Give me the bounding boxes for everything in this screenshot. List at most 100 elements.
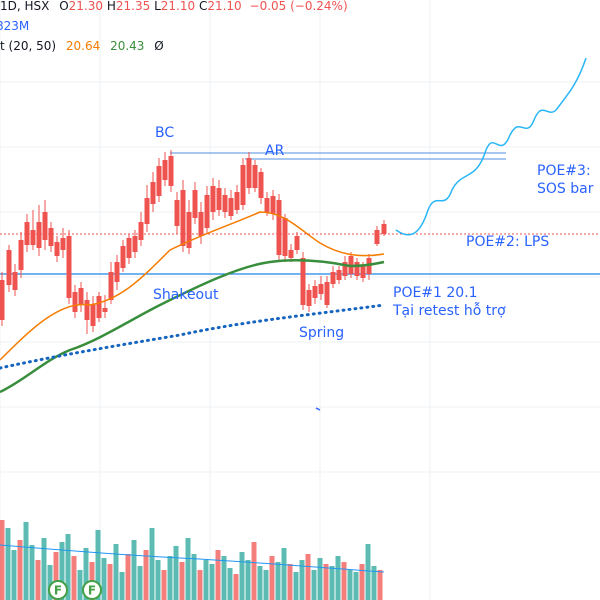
volume-bar xyxy=(107,564,113,600)
volume-bar xyxy=(275,562,281,600)
candle-body xyxy=(210,186,216,212)
volume-bar xyxy=(227,568,233,600)
moving-averages xyxy=(0,211,386,411)
low-label: L xyxy=(154,0,161,13)
annotation-ar[interactable]: AR xyxy=(265,143,285,159)
candle-body xyxy=(18,240,24,270)
annotation-spring[interactable]: Spring xyxy=(299,325,345,341)
change-value: −0.05 (−0.24%) xyxy=(249,0,348,13)
annotation-poe3-line2[interactable]: SOS bar xyxy=(537,181,594,197)
event-marker-label: F xyxy=(54,584,62,598)
candle-body xyxy=(108,272,114,300)
volume-bar xyxy=(101,558,107,600)
candle-body xyxy=(312,286,318,298)
candle-body xyxy=(42,212,48,240)
volume-bar xyxy=(29,545,35,600)
candle-body xyxy=(48,228,54,246)
volume-bar xyxy=(269,556,275,600)
candle-body xyxy=(366,258,372,274)
volume-bar xyxy=(233,574,239,600)
volume-bar xyxy=(191,554,197,600)
annotation-poe1-line2[interactable]: Tại retest hỗ trợ xyxy=(393,303,506,319)
volume-bar xyxy=(11,550,17,600)
candle-body xyxy=(186,212,192,248)
candle-body xyxy=(216,188,222,210)
candle-body xyxy=(330,272,336,284)
candle-body xyxy=(354,262,360,276)
low-value: 21.10 xyxy=(160,0,196,13)
ma-fast-line xyxy=(0,211,385,361)
ma-dotted-line xyxy=(0,303,386,370)
volume-bar xyxy=(323,564,329,600)
symbol-timeframe: 1D, HSX xyxy=(0,0,50,13)
candle-body xyxy=(150,182,156,204)
projection-path xyxy=(395,57,587,236)
volume-bar xyxy=(239,552,245,600)
candle-body xyxy=(288,250,294,258)
candle-body xyxy=(78,288,84,305)
candle-body xyxy=(294,236,300,250)
volume-bar xyxy=(257,566,263,600)
candle-body xyxy=(72,292,78,312)
candle-body xyxy=(138,222,144,240)
candle-body xyxy=(6,250,12,285)
volume-bar xyxy=(23,522,29,600)
projection-line xyxy=(395,57,587,236)
candle-body xyxy=(84,300,90,320)
candle-body xyxy=(270,196,276,214)
candle-body xyxy=(174,200,180,226)
candle-body xyxy=(204,195,210,228)
volume-bar xyxy=(209,564,215,600)
volume-bar xyxy=(143,550,149,600)
candle-body xyxy=(360,266,366,278)
annotation-poe2[interactable]: POE#2: LPS xyxy=(466,234,550,250)
candle-body xyxy=(324,282,330,305)
candle-body xyxy=(258,172,264,198)
candle-body xyxy=(222,195,228,212)
volume-bar xyxy=(137,566,143,600)
volume-bar xyxy=(359,564,365,600)
candle-body xyxy=(60,238,66,250)
candle-body xyxy=(162,160,168,180)
annotation-bc[interactable]: BC xyxy=(155,125,175,141)
candle-body xyxy=(282,218,288,256)
volume-bar xyxy=(65,534,71,600)
candle-body xyxy=(252,165,258,188)
volume-ma-line xyxy=(0,544,385,573)
candle-body xyxy=(381,224,387,234)
candle-body xyxy=(24,222,30,245)
annotation-shakeout[interactable]: Shakeout xyxy=(153,287,219,303)
volume-bar xyxy=(5,528,11,600)
volume-bar xyxy=(317,558,323,600)
volume-bar xyxy=(0,520,5,600)
volume-bar xyxy=(179,562,185,600)
horizontal-lines xyxy=(0,152,600,275)
candle-body xyxy=(374,230,380,244)
candle-body xyxy=(306,290,312,306)
volume-bar xyxy=(167,556,173,600)
volume-bar xyxy=(293,572,299,600)
visibility-icon[interactable]: Ø xyxy=(154,39,164,53)
candle-body xyxy=(228,198,234,216)
volume-bar xyxy=(365,544,371,600)
volume-bar xyxy=(83,548,89,600)
volume-bar xyxy=(377,570,383,600)
volume-bar xyxy=(125,554,131,600)
volume-bar xyxy=(113,544,119,600)
candle-body xyxy=(246,158,252,188)
annotation-poe1-line1[interactable]: POE#1 20.1 xyxy=(393,285,478,301)
volume-bar xyxy=(47,565,53,600)
volume-bar xyxy=(203,560,209,600)
candle-body xyxy=(276,200,282,255)
volume-bar xyxy=(305,554,311,600)
candle-body xyxy=(240,165,246,205)
volume-bar xyxy=(173,546,179,600)
candle-body xyxy=(120,246,126,268)
annotation-poe3-line1[interactable]: POE#3: xyxy=(537,163,591,179)
candle-body xyxy=(180,190,186,246)
candle-body xyxy=(90,304,96,326)
volume-bar xyxy=(287,564,293,600)
candle-body xyxy=(144,198,150,224)
